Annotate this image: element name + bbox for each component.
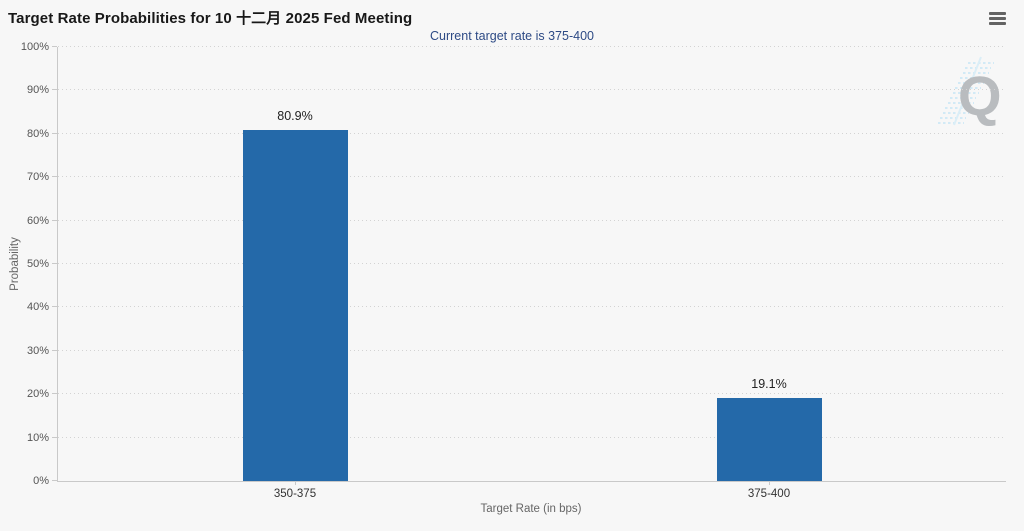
- gridline: [58, 436, 1006, 438]
- bar-value-label: 80.9%: [277, 108, 313, 123]
- gridline: [58, 393, 1006, 395]
- y-tick-label: 40%: [26, 301, 49, 314]
- chart-context-menu-button[interactable]: [984, 7, 1011, 30]
- gridline: [58, 176, 1006, 178]
- bar-375-400[interactable]: [716, 398, 822, 481]
- plot-area: Q 0% 10% 20% 30% 40% 50% 60% 70% 80% 90% 100% 80.9%…: [21, 41, 1006, 500]
- y-axis-tick: [52, 480, 57, 481]
- bar-value-label: 19.1%: [751, 377, 787, 392]
- y-axis-tick: [52, 393, 57, 395]
- y-tick-label: 0%: [33, 475, 49, 487]
- gridline: [58, 219, 1006, 221]
- watermark-q-logo: Q: [938, 56, 1002, 127]
- y-axis-tick: [52, 436, 57, 438]
- y-tick-label: 10%: [26, 431, 49, 444]
- gridline: [58, 132, 1006, 134]
- bar-350-375[interactable]: [242, 129, 348, 481]
- gridline: [58, 349, 1006, 351]
- gridline: [58, 263, 1006, 264]
- x-category-label: 350-375: [273, 488, 317, 500]
- y-axis-title: Probability: [9, 237, 21, 291]
- y-tick-label: 100%: [20, 41, 49, 53]
- y-axis-tick: [52, 132, 57, 134]
- gridline: [58, 306, 1006, 308]
- y-tick-label: 80%: [26, 127, 49, 140]
- chart-subtitle: Current target rate is 375-400: [430, 29, 594, 43]
- y-tick-label: 90%: [26, 84, 49, 97]
- y-tick-label: 50%: [26, 258, 49, 270]
- chart-title: Target Rate Probabilities for 10 十二月 202…: [8, 10, 413, 27]
- y-tick-label: 30%: [26, 344, 49, 357]
- y-tick-label: 60%: [26, 214, 49, 227]
- y-tick-label: 70%: [26, 171, 49, 184]
- watermark-letter: Q: [958, 64, 1002, 127]
- x-axis-tick: [769, 481, 770, 485]
- y-axis-tick: [52, 176, 57, 178]
- y-axis-tick: [52, 219, 57, 221]
- y-axis-tick: [52, 306, 57, 308]
- y-axis-tick: [52, 89, 57, 91]
- hamburger-icon: [989, 12, 1006, 15]
- gridline: [58, 46, 1006, 47]
- hamburger-icon: [989, 22, 1006, 25]
- y-axis-tick: [52, 263, 57, 264]
- hamburger-icon: [989, 17, 1006, 20]
- x-category-label: 375-400: [747, 488, 791, 500]
- gridline: [58, 89, 1006, 91]
- y-axis-tick: [52, 349, 57, 351]
- y-axis-tick: [52, 46, 57, 47]
- x-axis-tick: [295, 481, 296, 485]
- x-axis-title: Target Rate (in bps): [480, 503, 582, 515]
- y-tick-label: 20%: [26, 388, 49, 401]
